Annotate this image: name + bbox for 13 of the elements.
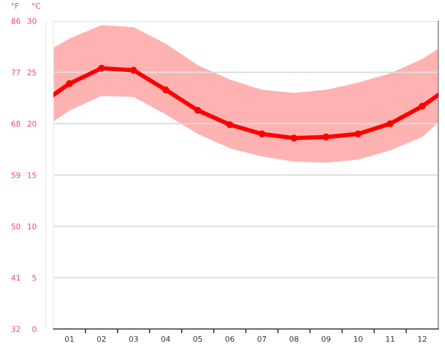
- point: [98, 64, 105, 72]
- point: [418, 102, 426, 110]
- line-series: [53, 64, 438, 142]
- point: [130, 66, 138, 74]
- point: [322, 134, 330, 140]
- point: [66, 80, 73, 88]
- point: [258, 130, 266, 138]
- point: [226, 121, 234, 128]
- point: [354, 130, 362, 138]
- point: [290, 134, 298, 142]
- point: [386, 120, 394, 128]
- point: [194, 106, 202, 114]
- point: [162, 86, 170, 94]
